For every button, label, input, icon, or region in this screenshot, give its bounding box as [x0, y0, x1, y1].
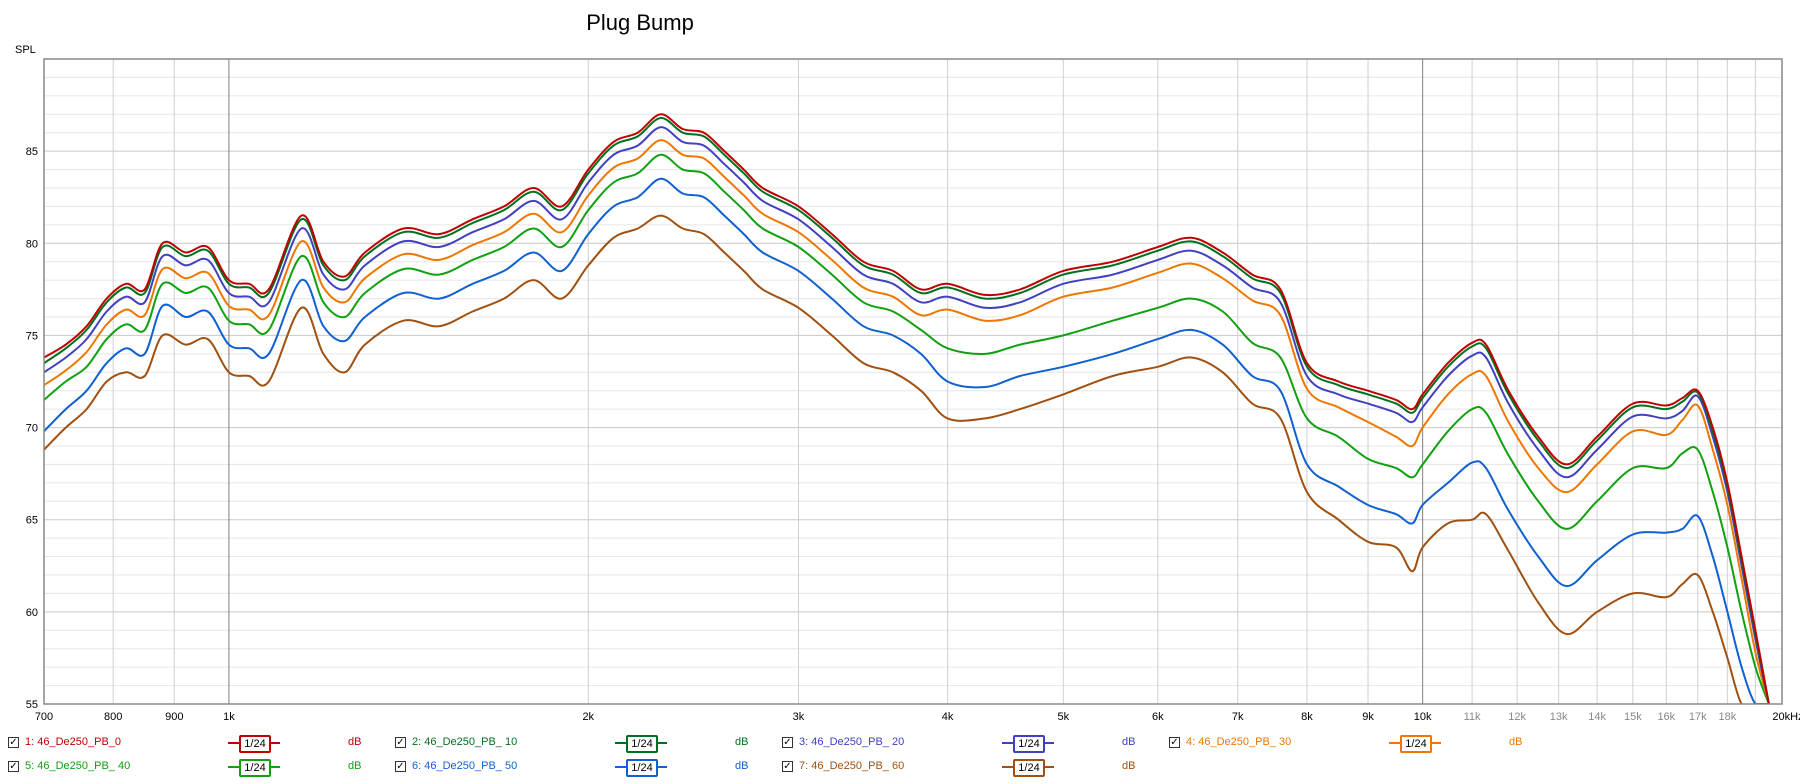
legend-row: ✓ 1: 46_De250_PB_0 1/24 dB ✓ 2: 46_De250_PB_ …	[0, 732, 1800, 754]
x-tick-label: 8k	[1301, 711, 1313, 723]
legend-unit-label: dB	[1122, 736, 1136, 748]
x-tick-label: 5k	[1057, 711, 1069, 723]
x-tick-label: 14k	[1588, 711, 1606, 723]
series-line	[44, 113, 1770, 704]
legend-series-name: 7: 46_De250_PB_ 60	[799, 760, 905, 772]
x-tick-label: 6k	[1152, 711, 1164, 723]
legend-item: ✓ 6: 46_De250_PB_ 50 1/24 dB	[395, 756, 775, 778]
x-tick-label: 800	[104, 711, 122, 723]
y-axis-ticks: 55 60 65 70 75 80 85	[26, 146, 38, 711]
legend-item: ✓ 1: 46_De250_PB_0 1/24 dB	[8, 732, 388, 754]
y-tick-label: 80	[26, 238, 38, 250]
x-tick-label: 15k	[1624, 711, 1642, 723]
y-tick-label: 85	[26, 146, 38, 158]
legend-item: ✓ 4: 46_De250_PB_ 30 1/24 dB	[1169, 732, 1549, 754]
legend-item: ✓ 3: 46_De250_PB_ 20 1/24 dB	[782, 732, 1162, 754]
legend-series-name: 5: 46_De250_PB_ 40	[25, 760, 131, 772]
legend-smoothing-control[interactable]: 1/24	[228, 735, 280, 753]
plot-frame	[43, 58, 1783, 705]
x-tick-label: 13k	[1550, 711, 1568, 723]
legend-unit-label: dB	[735, 760, 749, 772]
legend-series-name: 6: 46_De250_PB_ 50	[412, 760, 518, 772]
legend-unit-label: dB	[348, 736, 362, 748]
x-axis-ticks: 700 800 900 1k 2k 3k 4k 5k 6k 7k 8k 9k 10k 11k 12k 13k 1…	[35, 711, 1800, 723]
legend-checkbox[interactable]: ✓	[395, 761, 406, 772]
series-curves	[44, 113, 1770, 704]
smoothing-label: 1/24	[1013, 759, 1045, 777]
legend-smoothing-control[interactable]: 1/24	[1002, 759, 1054, 777]
chart-title: Plug Bump	[586, 10, 694, 35]
legend-checkbox[interactable]: ✓	[8, 737, 19, 748]
x-tick-label: 18k	[1719, 711, 1737, 723]
smoothing-label: 1/24	[626, 759, 658, 777]
series-line	[44, 153, 1770, 704]
legend-unit-label: dB	[348, 760, 362, 772]
smoothing-label: 1/24	[239, 735, 271, 753]
legend-smoothing-control[interactable]: 1/24	[228, 759, 280, 777]
legend-series-name: 2: 46_De250_PB_ 10	[412, 736, 518, 748]
legend-smoothing-control[interactable]: 1/24	[1389, 735, 1441, 753]
smoothing-label: 1/24	[626, 735, 658, 753]
x-tick-label: 20kHz	[1772, 711, 1800, 723]
series-line	[44, 117, 1770, 704]
y-tick-label: 75	[26, 330, 38, 342]
x-tick-label: 4k	[942, 711, 954, 723]
legend-item: ✓ 5: 46_De250_PB_ 40 1/24 dB	[8, 756, 388, 778]
x-tick-label: 700	[35, 711, 53, 723]
y-tick-label: 70	[26, 423, 38, 435]
series-line	[44, 177, 1769, 704]
x-tick-label: 16k	[1657, 711, 1675, 723]
x-tick-label: 900	[165, 711, 183, 723]
legend-smoothing-control[interactable]: 1/24	[1002, 735, 1054, 753]
x-tick-label: 2k	[582, 711, 594, 723]
x-tick-label: 7k	[1232, 711, 1244, 723]
legend-checkbox[interactable]: ✓	[782, 761, 793, 772]
legend: ✓ 1: 46_De250_PB_0 1/24 dB ✓ 2: 46_De250_PB_ …	[0, 732, 1800, 784]
x-tick-label: 1k	[223, 711, 235, 723]
legend-smoothing-control[interactable]: 1/24	[615, 759, 667, 777]
x-tick-label: 11k	[1464, 711, 1481, 723]
smoothing-label: 1/24	[1013, 735, 1045, 753]
legend-smoothing-control[interactable]: 1/24	[615, 735, 667, 753]
legend-checkbox[interactable]: ✓	[8, 761, 19, 772]
legend-series-name: 4: 46_De250_PB_ 30	[1186, 736, 1292, 748]
x-tick-label: 17k	[1689, 711, 1707, 723]
legend-checkbox[interactable]: ✓	[782, 737, 793, 748]
legend-checkbox[interactable]: ✓	[1169, 737, 1180, 748]
frequency-response-chart: Plug Bump SPL 700 800 900 1k 2k 3k 4k 5k 6k 7k 8k 9…	[15, 10, 1800, 723]
y-tick-label: 60	[26, 607, 38, 619]
legend-checkbox[interactable]: ✓	[395, 737, 406, 748]
x-tick-label: 3k	[793, 711, 805, 723]
legend-unit-label: dB	[1509, 736, 1523, 748]
legend-series-name: 1: 46_De250_PB_0	[25, 736, 122, 748]
legend-unit-label: dB	[1122, 760, 1136, 772]
smoothing-label: 1/24	[1400, 735, 1432, 753]
grid-lines	[43, 59, 1783, 704]
smoothing-label: 1/24	[239, 759, 271, 777]
legend-row: ✓ 5: 46_De250_PB_ 40 1/24 dB ✓ 6: 46_De250_PB…	[0, 756, 1800, 778]
x-tick-label: 12k	[1508, 711, 1526, 723]
legend-item: ✓ 7: 46_De250_PB_ 60 1/24 dB	[782, 756, 1162, 778]
legend-item: ✓ 2: 46_De250_PB_ 10 1/24 dB	[395, 732, 775, 754]
y-tick-label: 55	[26, 699, 38, 711]
series-line	[44, 214, 1769, 704]
y-tick-label: 65	[26, 515, 38, 527]
legend-unit-label: dB	[735, 736, 749, 748]
y-axis-label: SPL	[15, 44, 36, 56]
legend-series-name: 3: 46_De250_PB_ 20	[799, 736, 905, 748]
series-line	[44, 126, 1770, 704]
series-line	[44, 139, 1770, 704]
x-tick-label: 10k	[1414, 711, 1432, 723]
plot-area[interactable]	[43, 58, 1783, 705]
x-tick-label: 9k	[1362, 711, 1374, 723]
